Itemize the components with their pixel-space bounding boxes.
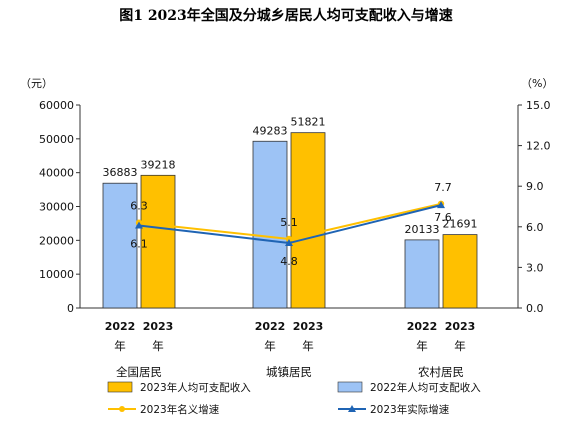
bar-value-label: 39218 — [141, 158, 176, 171]
legend-marker — [348, 405, 356, 412]
year-label: 2023 — [143, 320, 174, 333]
line-value-label: 4.8 — [280, 255, 298, 268]
y2-tick-label: 9.0 — [526, 180, 544, 193]
y-tick-label: 30000 — [39, 201, 74, 214]
year-label: 2022 — [407, 320, 438, 333]
bar — [442, 234, 478, 309]
legend-label: 2023年名义增速 — [140, 403, 220, 416]
year-label: 2023 — [445, 320, 476, 333]
bar-value-label: 20133 — [405, 223, 440, 236]
legend-label: 2022年人均可支配收入 — [370, 381, 481, 394]
y2-tick-label: 3.0 — [526, 261, 544, 274]
legend-marker — [119, 406, 125, 412]
line-value-label: 7.6 — [434, 211, 452, 224]
y-tick-label: 10000 — [39, 268, 74, 281]
axes: 0 10000 20000 30000 40000 50000 60000 0.0 3.0 6.0… — [39, 99, 551, 315]
y-axis-unit: （元） — [20, 77, 53, 90]
y-tick-label: 0 — [67, 302, 74, 315]
bar-value-label: 49283 — [253, 124, 288, 137]
year-label: 2022 — [105, 320, 136, 333]
year-suffix-label: 年 — [152, 339, 164, 353]
line-point — [135, 221, 143, 229]
bar — [140, 174, 176, 309]
y2-tick-label: 0.0 — [526, 302, 544, 315]
y2-tick-label: 12.0 — [526, 140, 551, 153]
year-label: 2023 — [293, 320, 324, 333]
year-suffix-label: 年 — [302, 339, 314, 353]
y-tick-label: 20000 — [39, 234, 74, 247]
bar — [290, 132, 326, 309]
y-tick-label: 60000 — [39, 99, 74, 112]
y2-tick-label: 15.0 — [526, 99, 551, 112]
year-suffix-label: 年 — [114, 339, 126, 353]
y-tick-label: 50000 — [39, 133, 74, 146]
chart-title: 图1 2023年全国及分城乡居民人均可支配收入与增速 — [119, 7, 453, 24]
legend-swatch — [107, 381, 133, 393]
y2-axis-unit: （%） — [521, 77, 553, 90]
legend-label: 2023年实际增速 — [370, 403, 450, 416]
line-point — [285, 235, 293, 243]
line-point — [437, 201, 445, 209]
line-value-label: 6.1 — [130, 237, 148, 250]
line-point — [285, 239, 293, 247]
y-tick-label: 40000 — [39, 167, 74, 180]
y2-tick-label: 6.0 — [526, 221, 544, 234]
bar — [404, 239, 440, 309]
year-suffix-label: 年 — [416, 339, 428, 353]
legend-swatch — [337, 381, 363, 393]
line-value-label: 7.7 — [434, 181, 452, 194]
category-label: 农村居民 — [418, 365, 464, 379]
bar — [102, 182, 138, 309]
line-value-label: 5.1 — [280, 216, 298, 229]
category-label: 城镇居民 — [266, 365, 312, 379]
year-suffix-label: 年 — [264, 339, 276, 353]
legend-label: 2023年人均可支配收入 — [140, 381, 251, 394]
legend: 2023年人均可支配收入 2022年人均可支配收入 2023年名义增速 2023年实际… — [107, 381, 481, 416]
year-label: 2022 — [255, 320, 286, 333]
bar-value-label: 51821 — [291, 116, 326, 129]
bar-value-label: 21691 — [443, 218, 478, 231]
line-value-label: 6.3 — [130, 200, 148, 213]
growth-lines — [135, 200, 445, 247]
bars — [102, 132, 478, 309]
bar — [252, 140, 288, 309]
year-suffix-label: 年 — [454, 339, 466, 353]
bar-value-label: 36883 — [103, 166, 138, 179]
category-label: 全国居民 — [116, 365, 162, 379]
